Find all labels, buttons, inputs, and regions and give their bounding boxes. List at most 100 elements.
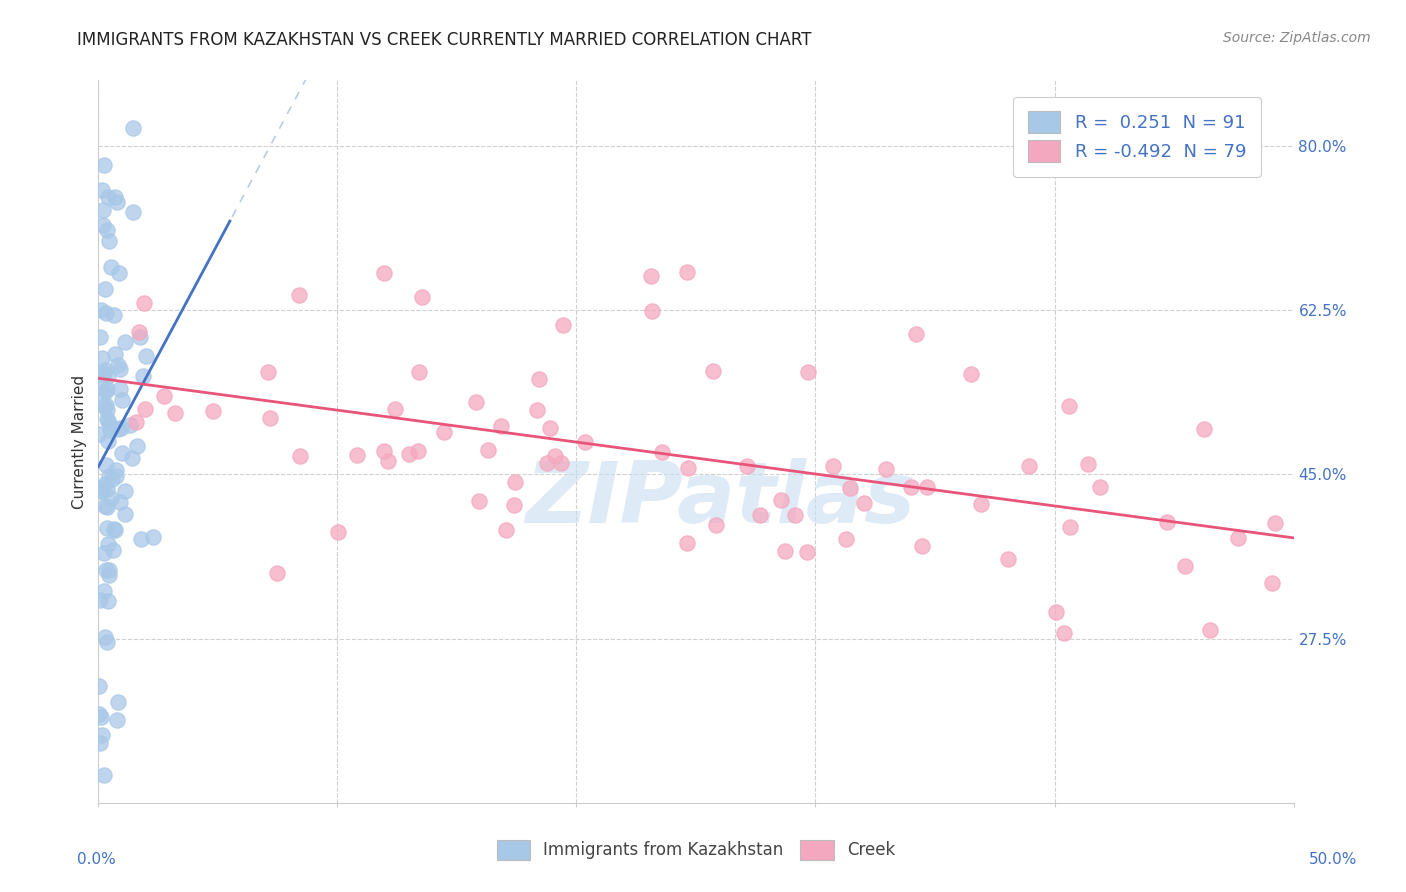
Point [574,434,596,449]
Point [104,346,127,360]
Point [676,536,699,550]
Point [959,367,981,381]
Point [346,448,368,462]
Point [288,449,311,463]
Point [114,483,136,498]
Point [125,439,148,453]
Point [91,202,114,217]
Point [538,421,561,435]
Point [326,524,349,539]
Point [503,498,526,512]
Point [911,539,934,553]
Point [103,308,125,322]
Point [134,296,156,310]
Point [551,318,574,332]
Point [93,157,115,171]
Point [131,533,153,547]
Point [550,456,572,470]
Point [108,265,131,279]
Point [1053,626,1076,640]
Point [101,543,124,558]
Point [97,434,120,448]
Point [266,566,288,580]
Point [93,399,115,413]
Point [96,482,118,496]
Point [1192,422,1215,436]
Point [852,496,875,510]
Point [93,630,115,644]
Point [468,494,491,508]
Point [1156,515,1178,529]
Point [89,736,111,750]
Point [1199,624,1222,638]
Point [107,422,129,436]
Point [651,445,673,459]
Point [89,679,111,693]
Point [114,507,136,521]
Point [641,304,664,318]
Point [97,190,120,204]
Point [96,500,118,515]
Point [108,382,131,396]
Point [900,480,922,494]
Point [796,545,818,559]
Point [97,368,120,383]
Point [89,329,111,343]
Point [90,483,112,498]
Point [125,415,148,429]
Point [89,593,111,607]
Point [96,398,118,412]
Point [128,325,150,339]
Point [735,459,758,474]
Point [970,497,993,511]
Text: 50.0%: 50.0% [1309,852,1357,867]
Point [257,365,280,379]
Point [527,372,550,386]
Point [100,491,122,505]
Point [134,402,156,417]
Point [491,418,513,433]
Point [98,234,121,248]
Point [749,508,772,522]
Point [93,584,115,599]
Point [108,362,131,376]
Point [87,374,110,388]
Point [91,351,114,365]
Point [98,418,121,433]
Point [640,268,662,283]
Point [97,594,120,608]
Text: ZIPatlas: ZIPatlas [524,458,915,541]
Point [89,426,111,441]
Point [259,411,281,425]
Point [477,442,499,457]
Point [875,462,897,476]
Point [91,183,114,197]
Point [96,635,118,649]
Point [104,463,127,477]
Point [544,449,567,463]
Point [1018,458,1040,473]
Point [823,459,845,474]
Point [835,532,858,546]
Point [288,287,311,301]
Point [94,500,117,514]
Point [526,403,548,417]
Point [1057,399,1080,413]
Point [103,522,125,536]
Point [96,306,118,320]
Point [1059,520,1081,534]
Point [122,121,145,136]
Point [121,450,143,465]
Point [93,767,115,781]
Point [121,204,143,219]
Point [107,358,129,372]
Point [1226,531,1249,545]
Point [91,218,114,232]
Point [91,385,114,400]
Point [90,710,112,724]
Point [408,365,430,379]
Point [107,695,129,709]
Point [89,707,111,722]
Point [96,382,118,396]
Point [129,329,152,343]
